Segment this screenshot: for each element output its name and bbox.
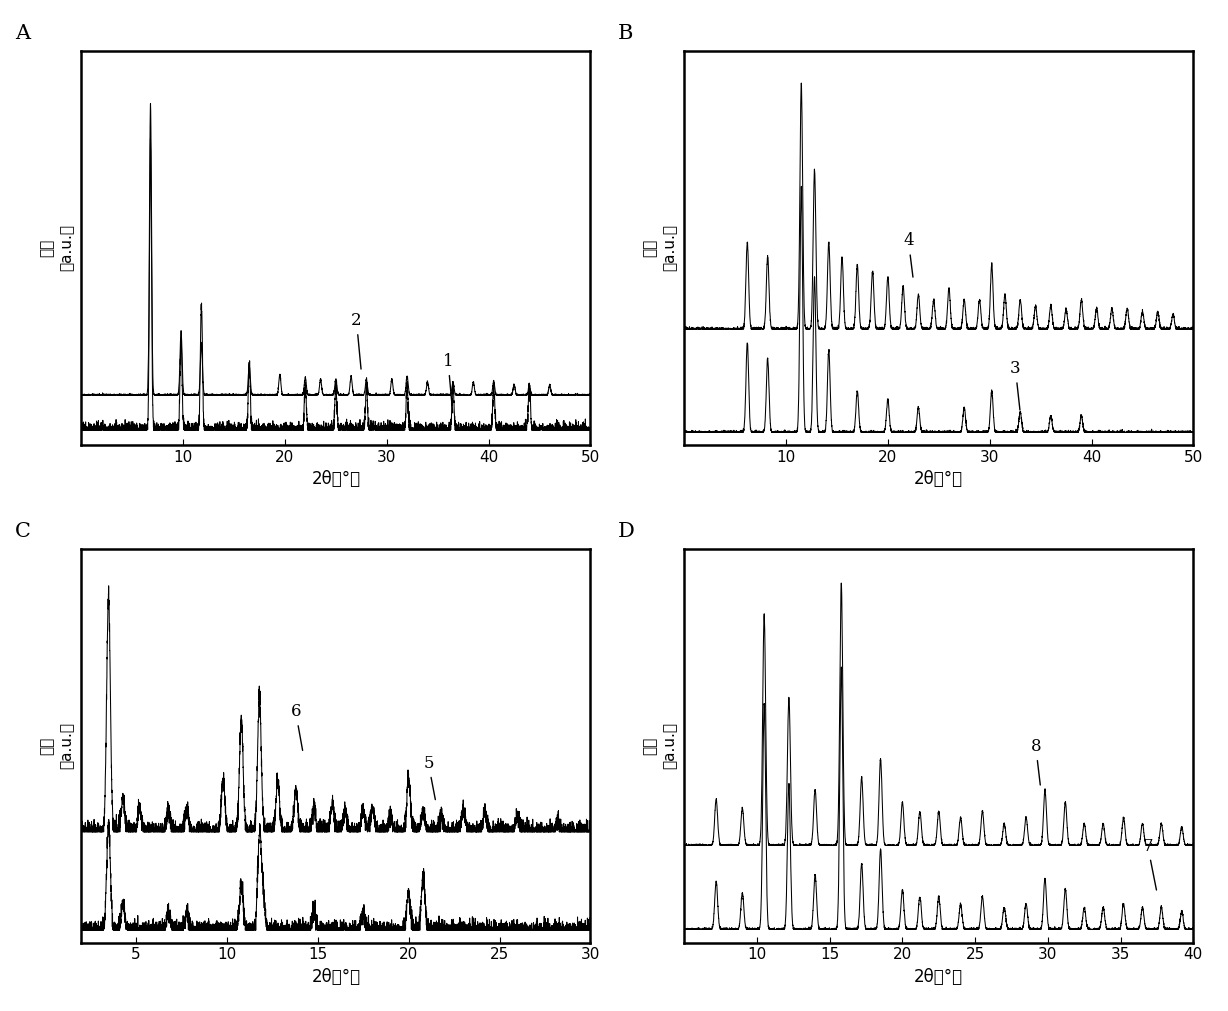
Text: 3: 3: [1011, 360, 1020, 410]
Y-axis label: 强度
（a.u.）: 强度 （a.u.）: [642, 722, 677, 769]
Text: 8: 8: [1030, 738, 1041, 785]
Text: 7: 7: [1142, 838, 1157, 890]
Y-axis label: 强度
（a.u.）: 强度 （a.u.）: [39, 224, 74, 271]
X-axis label: 2θ（°）: 2θ（°）: [914, 470, 963, 488]
Y-axis label: 强度
（a.u.）: 强度 （a.u.）: [642, 224, 677, 271]
Y-axis label: 强度
（a.u.）: 强度 （a.u.）: [39, 722, 74, 769]
X-axis label: 2θ（°）: 2θ（°）: [311, 968, 360, 986]
Text: 1: 1: [443, 353, 453, 412]
Text: 5: 5: [424, 755, 436, 800]
X-axis label: 2θ（°）: 2θ（°）: [311, 470, 360, 488]
Text: A: A: [15, 24, 31, 43]
Text: D: D: [618, 522, 635, 541]
Text: B: B: [618, 24, 634, 43]
Text: 6: 6: [290, 704, 302, 750]
X-axis label: 2θ（°）: 2θ（°）: [914, 968, 963, 986]
Text: C: C: [15, 522, 31, 541]
Text: 4: 4: [903, 233, 914, 277]
Text: 2: 2: [351, 312, 362, 369]
